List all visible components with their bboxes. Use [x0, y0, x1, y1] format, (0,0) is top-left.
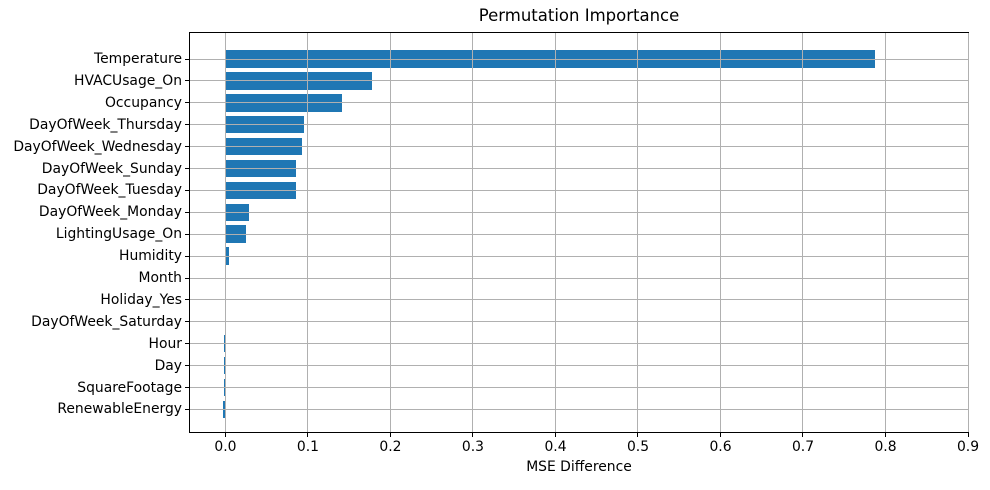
x-tick-label: 0.0: [214, 439, 237, 455]
tick-mark: [185, 102, 189, 104]
gridline: [190, 365, 968, 367]
gridline: [190, 211, 968, 213]
tick-mark: [967, 433, 969, 437]
gridline: [190, 146, 968, 148]
tick-mark: [389, 433, 391, 437]
gridline: [190, 321, 968, 323]
y-tick-label: DayOfWeek_Wednesday: [13, 138, 182, 155]
tick-mark: [185, 146, 189, 148]
y-tick-label: Month: [138, 270, 182, 286]
x-tick-label: 0.4: [544, 439, 567, 455]
tick-mark: [185, 58, 189, 60]
tick-mark: [185, 189, 189, 191]
y-tick-label: Occupancy: [104, 94, 182, 111]
y-tick-label: DayOfWeek_Sunday: [41, 160, 182, 177]
x-tick-label: 0.2: [379, 439, 402, 455]
gridline: [190, 102, 968, 104]
gridline: [190, 124, 968, 126]
tick-mark: [185, 124, 189, 126]
y-tick-label: HVACUsage_On: [74, 72, 182, 89]
gridline: [190, 80, 968, 82]
y-tick-label: Holiday_Yes: [100, 291, 182, 308]
gridline: [307, 33, 309, 432]
gridline: [190, 255, 968, 257]
gridline: [190, 343, 968, 345]
tick-mark: [185, 365, 189, 367]
plot-area: [189, 32, 969, 433]
y-tick-label: DayOfWeek_Tuesday: [37, 182, 182, 199]
tick-mark: [637, 433, 639, 437]
x-tick-label: 0.3: [461, 439, 485, 455]
tick-mark: [307, 433, 309, 437]
tick-mark: [884, 433, 886, 437]
gridline: [190, 233, 968, 235]
y-tick-label: DayOfWeek_Monday: [38, 204, 182, 221]
gridline: [637, 33, 639, 432]
x-tick-label: 0.1: [296, 439, 320, 455]
chart-title: Permutation Importance: [478, 6, 680, 25]
gridline: [719, 33, 721, 432]
gridline: [224, 33, 226, 432]
y-tick-label: LightingUsage_On: [55, 226, 182, 243]
gridline: [190, 277, 968, 279]
gridline: [554, 33, 556, 432]
tick-mark: [185, 211, 189, 213]
y-tick-label: SquareFootage: [77, 379, 182, 396]
y-tick-label: DayOfWeek_Saturday: [31, 313, 182, 330]
y-tick-label: Day: [154, 357, 182, 374]
tick-mark: [802, 433, 804, 437]
tick-mark: [185, 408, 189, 410]
x-tick-label: 0.8: [874, 439, 897, 455]
tick-mark: [185, 343, 189, 345]
tick-mark: [224, 433, 226, 437]
tick-mark: [185, 321, 189, 323]
gridline: [967, 33, 969, 432]
x-tick-label: 0.6: [709, 439, 732, 455]
tick-mark: [554, 433, 556, 437]
tick-mark: [185, 299, 189, 301]
gridline: [190, 408, 968, 410]
y-tick-label: RenewableEnergy: [57, 401, 182, 418]
x-axis-label: MSE Difference: [526, 459, 632, 475]
x-tick-label: 0.9: [956, 439, 980, 455]
gridline: [190, 168, 968, 169]
gridline: [884, 33, 886, 432]
tick-mark: [472, 433, 474, 437]
gridline: [190, 387, 968, 388]
tick-mark: [719, 433, 721, 437]
gridline: [472, 33, 474, 432]
y-tick-label: Humidity: [119, 248, 182, 265]
tick-mark: [185, 255, 189, 257]
y-tick-label: DayOfWeek_Thursday: [29, 116, 182, 133]
gridline: [802, 33, 804, 432]
y-tick-label: Hour: [148, 335, 182, 352]
x-tick-label: 0.7: [791, 439, 815, 455]
gridline: [389, 33, 391, 432]
tick-mark: [185, 168, 189, 169]
gridline: [190, 189, 968, 191]
y-tick-label: Temperature: [94, 51, 182, 67]
tick-mark: [185, 387, 189, 388]
tick-mark: [185, 80, 189, 82]
gridline: [190, 58, 968, 60]
tick-mark: [185, 233, 189, 235]
gridline: [190, 299, 968, 301]
x-tick-label: 0.5: [626, 439, 650, 455]
tick-mark: [185, 277, 189, 279]
